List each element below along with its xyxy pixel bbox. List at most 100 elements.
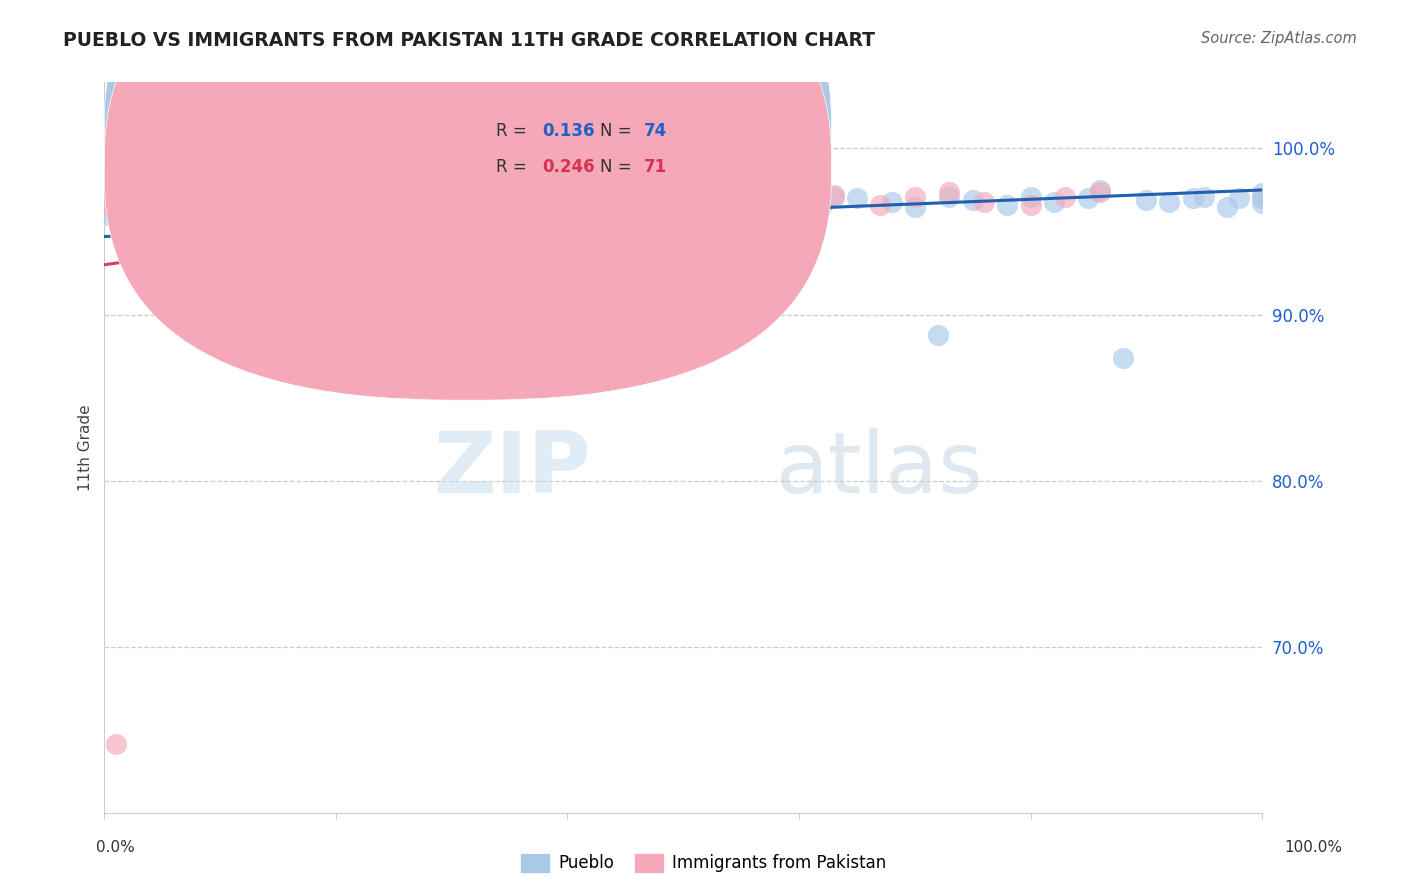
Point: [347, 193, 370, 207]
Point: [100, 193, 122, 207]
Text: 0.0%: 0.0%: [96, 840, 135, 855]
Point: [347, 194, 370, 209]
Point: [103, 183, 125, 197]
Point: [1251, 186, 1274, 201]
Point: [418, 198, 440, 212]
Point: [128, 223, 150, 237]
Text: 71: 71: [644, 159, 666, 177]
Point: [98, 194, 121, 209]
Point: [139, 183, 162, 197]
Text: ZIP: ZIP: [433, 428, 591, 511]
Text: 0.246: 0.246: [541, 159, 595, 177]
Point: [418, 189, 440, 203]
Point: [174, 183, 197, 197]
Point: [107, 200, 129, 214]
Point: [118, 191, 141, 205]
Point: [787, 194, 810, 209]
Point: [707, 189, 730, 203]
Point: [648, 193, 671, 207]
Point: [880, 194, 903, 209]
Point: [765, 194, 787, 209]
Point: [98, 186, 121, 201]
Point: [995, 198, 1018, 212]
Point: [962, 193, 984, 207]
Y-axis label: 11th Grade: 11th Grade: [79, 404, 93, 491]
Point: [111, 193, 134, 207]
Point: [108, 188, 131, 202]
Point: [1042, 194, 1064, 209]
Point: [104, 737, 127, 751]
Point: [112, 183, 135, 197]
Point: [134, 188, 156, 202]
Point: [104, 188, 127, 202]
Point: [101, 194, 124, 209]
Point: [97, 188, 120, 202]
Point: [440, 193, 463, 207]
Point: [927, 327, 949, 342]
Point: [510, 188, 533, 202]
Point: [325, 183, 347, 197]
Point: [1135, 193, 1157, 207]
Point: [186, 193, 208, 207]
Point: [150, 244, 173, 259]
Point: [614, 198, 637, 212]
Point: [1181, 191, 1204, 205]
Text: Source: ZipAtlas.com: Source: ZipAtlas.com: [1201, 31, 1357, 46]
Point: [104, 189, 127, 203]
Point: [938, 185, 960, 199]
Point: [100, 191, 122, 205]
Point: [869, 198, 891, 212]
Point: [107, 186, 129, 201]
Point: [823, 189, 845, 203]
FancyBboxPatch shape: [104, 0, 831, 401]
Point: [96, 194, 118, 209]
Point: [103, 193, 125, 207]
Point: [845, 191, 868, 205]
Point: [672, 194, 695, 209]
Point: [382, 198, 405, 212]
Point: [232, 193, 254, 207]
Point: [591, 194, 613, 209]
Point: [105, 191, 128, 205]
FancyBboxPatch shape: [104, 0, 831, 364]
Point: [464, 191, 486, 205]
Point: [1088, 185, 1111, 199]
Text: R =: R =: [496, 159, 531, 177]
Text: N =: N =: [600, 159, 637, 177]
Point: [122, 183, 145, 197]
Point: [97, 198, 120, 212]
Point: [134, 189, 156, 203]
Point: [301, 191, 323, 205]
Point: [1192, 189, 1215, 203]
Point: [163, 188, 186, 202]
Point: [1216, 200, 1239, 214]
Point: [103, 188, 125, 202]
Text: 74: 74: [644, 122, 666, 140]
Point: [626, 188, 648, 202]
Point: [209, 185, 232, 199]
Point: [94, 183, 117, 197]
Point: [1077, 191, 1099, 205]
Point: [823, 188, 845, 202]
Point: [98, 198, 121, 212]
Point: [128, 196, 150, 211]
Point: [498, 189, 520, 203]
Point: [938, 189, 960, 203]
Point: [1159, 194, 1181, 209]
Point: [267, 193, 290, 207]
Point: [98, 186, 121, 201]
Point: [197, 200, 219, 214]
Point: [104, 196, 127, 211]
Point: [98, 183, 121, 197]
Point: [97, 186, 120, 201]
Point: [1251, 191, 1274, 205]
Point: [1054, 189, 1077, 203]
Point: [150, 196, 173, 211]
Point: [533, 194, 555, 209]
Point: [122, 191, 145, 205]
Point: [111, 196, 134, 211]
Point: [97, 208, 120, 222]
Point: [232, 185, 254, 199]
Point: [101, 194, 124, 209]
Point: [117, 194, 139, 209]
